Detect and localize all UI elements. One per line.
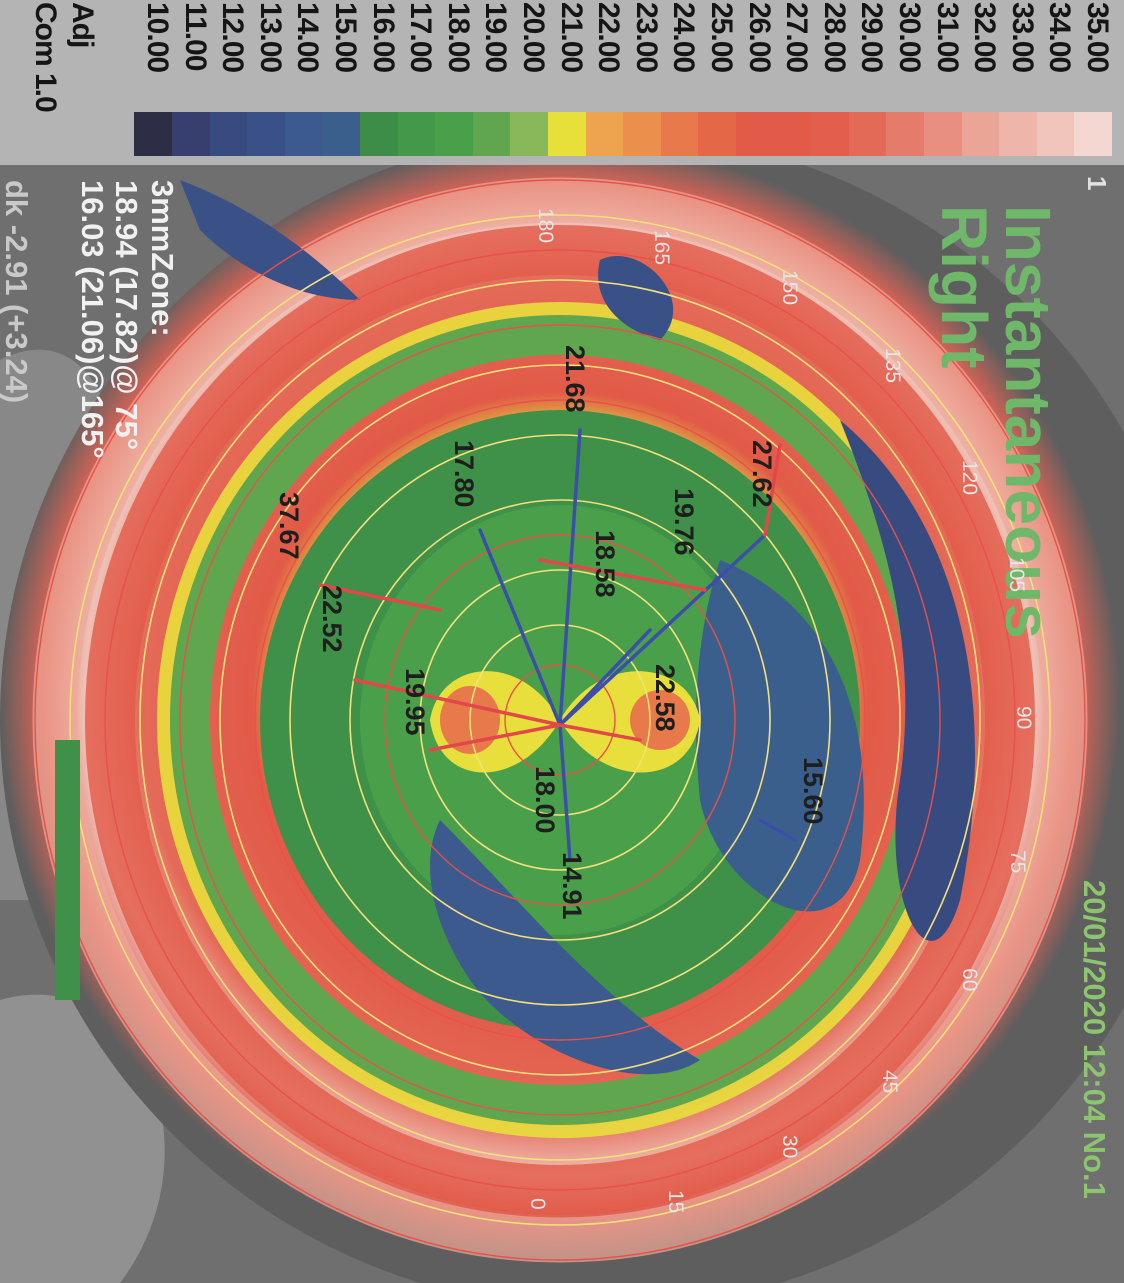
com-label: Com 1.0	[29, 2, 62, 112]
scale-swatch	[209, 112, 248, 156]
scale-swatch	[961, 112, 1000, 156]
scale-label: 17.00	[404, 2, 438, 73]
scale-swatch	[698, 112, 736, 156]
reading-15-60: 15.60	[798, 757, 828, 825]
scale-swatch	[848, 112, 887, 156]
eye-side-label: Right	[928, 205, 1000, 369]
scale-label: 29.00	[855, 2, 889, 73]
reading-18-58: 18.58	[590, 530, 620, 598]
scale-label: 13.00	[253, 2, 287, 73]
reading-19-76: 19.76	[669, 488, 699, 556]
degree-mark-45: 45	[878, 1070, 901, 1094]
scale-label: 34.00	[1043, 2, 1077, 73]
scale-label: 23.00	[629, 2, 663, 73]
scale-label: 27.00	[780, 2, 814, 73]
reading-37-67: 37.67	[274, 492, 304, 560]
reading-18-00: 18.00	[530, 766, 560, 834]
scale-label: 25.00	[705, 2, 738, 73]
scale-swatch	[660, 112, 699, 156]
zone-title: 3mmZone:	[145, 180, 180, 337]
scale-swatch	[360, 112, 398, 156]
scale-label: 12.00	[216, 2, 250, 73]
scale-label: 24.00	[667, 2, 701, 73]
scale-swatch	[736, 112, 774, 156]
adj-label: Adj	[66, 2, 99, 48]
scale-swatch	[172, 112, 210, 156]
reading-21-68: 21.68	[560, 345, 590, 413]
degree-mark-0: 0	[526, 1198, 549, 1210]
degree-mark-180: 180	[534, 208, 557, 244]
scale-swatch	[773, 112, 812, 156]
scale-swatch	[548, 112, 586, 156]
scale-swatch	[1074, 112, 1112, 156]
degree-mark-15: 15	[664, 1190, 687, 1214]
reading-22-58: 22.58	[650, 664, 680, 732]
degree-mark-90: 90	[1012, 706, 1035, 730]
scale-swatch	[435, 112, 473, 156]
reading-27-62: 27.62	[747, 440, 777, 508]
scale-swatch	[247, 112, 285, 156]
scale-swatch	[585, 112, 624, 156]
zone-flat-reading: 16.03 (21.06)@165°	[75, 180, 110, 459]
reading-17-80: 17.80	[449, 440, 479, 508]
scale-swatch	[999, 112, 1037, 156]
scale-label: 31.00	[930, 2, 964, 73]
scale-label: 18.00	[441, 2, 475, 73]
degree-mark-150: 150	[778, 270, 801, 306]
scale-label: 21.00	[554, 2, 588, 73]
reading-14-91: 14.91	[557, 852, 587, 920]
scale-swatch	[510, 112, 548, 156]
degree-mark-30: 30	[778, 1135, 801, 1159]
scale-label: 32.00	[968, 2, 1002, 73]
scale-label: 20.00	[517, 2, 550, 73]
reading-19-95: 19.95	[400, 668, 430, 736]
scale-swatch	[623, 112, 661, 156]
exam-datetime: 20/01/2020 12:04 No.1	[1077, 880, 1112, 1199]
scale-label: 22.00	[592, 2, 626, 73]
scale-swatch	[397, 112, 436, 156]
scale-label: 14.00	[291, 2, 325, 73]
scale-label: 19.00	[479, 2, 513, 73]
scale-swatch	[134, 112, 172, 156]
degree-mark-120: 120	[958, 460, 981, 496]
scale-swatch	[924, 112, 962, 156]
scale-swatch	[472, 112, 511, 156]
scale-label: 16.00	[366, 2, 400, 73]
degree-mark-165: 165	[650, 230, 673, 266]
degree-mark-135: 135	[881, 348, 904, 384]
scale-label: 30.00	[893, 2, 926, 73]
scale-swatch	[886, 112, 924, 156]
scale-label: 33.00	[1005, 2, 1039, 73]
degree-mark-75: 75	[1006, 850, 1029, 874]
scale-swatch	[1036, 112, 1075, 156]
scale-swatch	[322, 112, 360, 156]
zone-steep-reading: 18.94 (17.82)@ 75°	[109, 180, 144, 451]
scale-label: 11.00	[178, 2, 212, 71]
scale-label: 28.00	[817, 2, 851, 73]
scale-swatch	[284, 112, 323, 156]
scale-swatch	[811, 112, 849, 156]
zone-dk-reading: dk -2.91 (+3.24)	[0, 180, 34, 404]
map-index-marker: 1	[1082, 176, 1112, 191]
scale-label: 26.00	[742, 2, 776, 73]
scale-label: 10.00	[141, 2, 174, 73]
degree-mark-60: 60	[958, 968, 981, 992]
scale-label: 15.00	[329, 2, 362, 73]
reading-22-52: 22.52	[317, 585, 347, 653]
degree-mark-105: 105	[1005, 557, 1028, 593]
scale-label: 35.00	[1081, 2, 1114, 73]
